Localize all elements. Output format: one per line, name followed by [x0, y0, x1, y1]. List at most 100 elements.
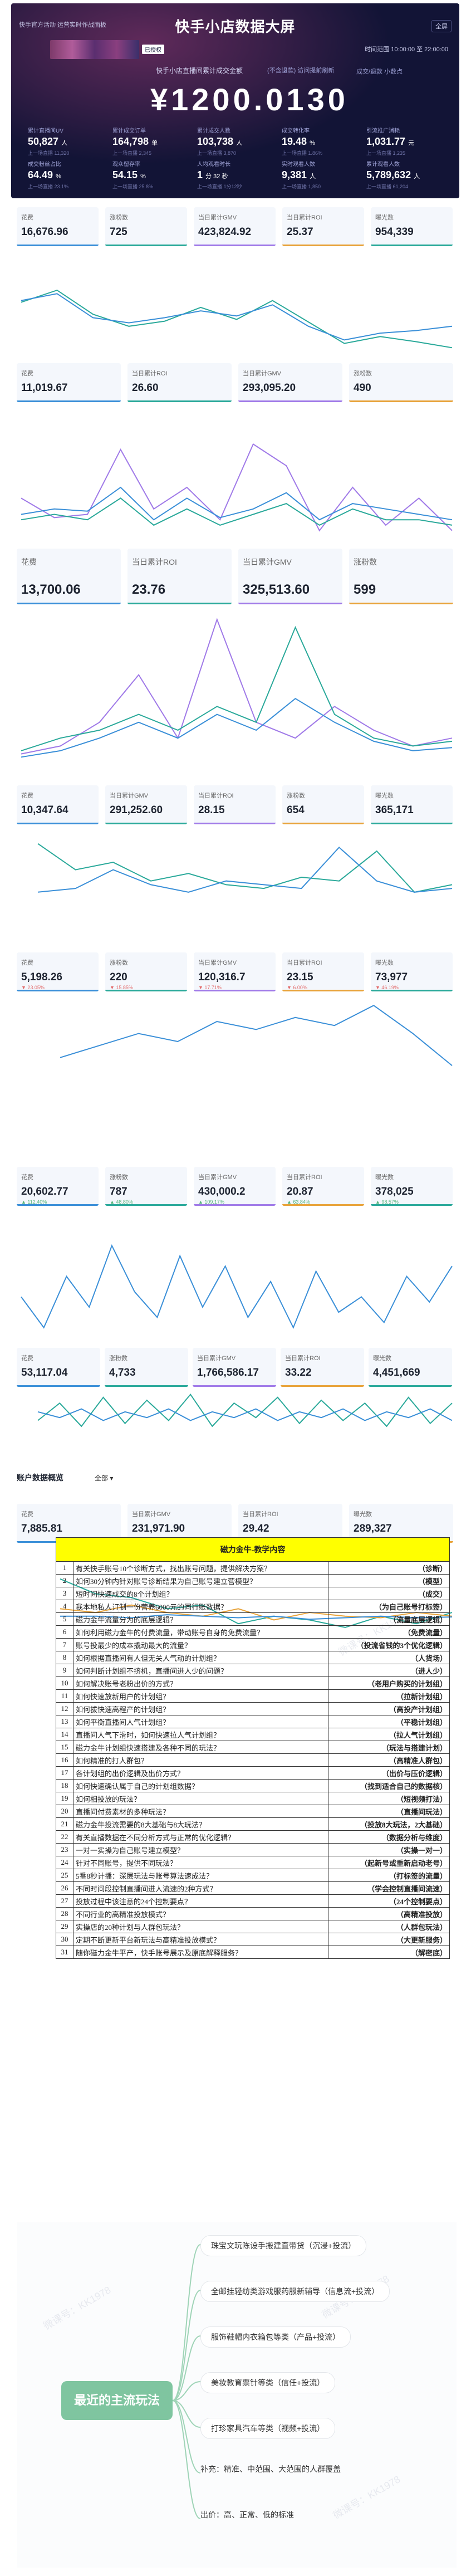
metric-card-value: 954,339 [375, 226, 414, 238]
metric-card[interactable]: 花费 5,198.26 ▼ 23.05% [17, 952, 99, 991]
table-row: 1 有关快手账号10个诊断方式，找出账号问题，提供解决方案？ （诊断） [56, 1561, 450, 1575]
metric-card[interactable]: 当日累计GMV 1,766,586.17 [193, 1348, 276, 1387]
metric-card[interactable]: 当日累计ROI 23.76 [127, 549, 232, 604]
metric-card[interactable]: 曝光数 954,339 [371, 207, 453, 246]
metric-card[interactable]: 花费 53,117.04 [17, 1348, 100, 1387]
hero-metric-label: 累计成交人数 [197, 128, 230, 134]
metric-card[interactable]: 当日累计ROI 28.15 [194, 785, 276, 824]
metric-card[interactable]: 当日累计GMV 231,971.90 [127, 1504, 232, 1543]
metric-card[interactable]: 花费 7,885.81 [17, 1504, 121, 1543]
metric-card[interactable]: 涨粉数 787 ▲ 48.80% [105, 1167, 187, 1206]
mindmap-link [172, 2335, 201, 2401]
metric-card-label: 花费 [21, 960, 33, 966]
row-question: 短时间快速成交的8个计划组？ [73, 1587, 328, 1600]
row-topic: （解密底） [327, 1946, 450, 1959]
row-question: 如何根据直播间有人但无关人气动的计划组？ [73, 1651, 328, 1664]
metric-card[interactable]: 花费 10,347.64 [17, 785, 99, 824]
metric-card-accent [349, 603, 453, 604]
table-row: 26 不同时间段控制直播间进人流速的2种方式？ （学会控制直播间流速） [56, 1881, 450, 1895]
metric-card[interactable]: 涨粉数 4,733 [105, 1348, 188, 1387]
metric-card-change: ▼ 23.05% [21, 985, 45, 990]
table-row: 8 如何根据直播间有人但无关人气动的计划组？ （人货场） [56, 1651, 450, 1664]
table-row: 12 如何拔快速高程产的计划组？ （高投产计划组） [56, 1702, 450, 1715]
hero-metric-compare: 上一场直播 61,204 [366, 184, 409, 189]
metric-card-value: 654 [287, 804, 305, 816]
metric-card-accent [282, 823, 364, 824]
metric-card-change: ▼ 15.85% [110, 985, 133, 990]
metric-card-accent [17, 823, 99, 824]
metric-card[interactable]: 曝光数 378,025 ▲ 98.57% [371, 1167, 453, 1206]
metric-card[interactable]: 当日累计GMV 120,316.7 ▼ 17.71% [194, 952, 276, 991]
row-number: 9 [56, 1664, 73, 1677]
row-number: 8 [56, 1651, 73, 1664]
line-chart-2 [21, 443, 453, 532]
table-row: 29 实操店的20种计划与人群包玩法？ （人群包玩法） [56, 1920, 450, 1933]
metric-card[interactable]: 当日累计GMV 293,095.20 [238, 363, 342, 402]
metric-card[interactable]: 涨粉数 220 ▼ 15.85% [105, 952, 187, 991]
metric-card[interactable]: 当日累计ROI 20.87 ▲ 63.84% [282, 1167, 364, 1206]
time-range[interactable]: 时间范围 10:00:00 至 22:00:00 [365, 46, 448, 53]
metric-card-label: 涨粉数 [110, 214, 128, 221]
table-row: 22 有关直播数据在不同分析方式与正常的优化逻辑？ （数据分析与维度） [56, 1830, 450, 1844]
chart-series-line [21, 443, 453, 532]
table-row: 13 如何平衡直播间人气计划组？ （平稳计划组） [56, 1715, 450, 1728]
line-chart-5 [60, 1005, 453, 1066]
metric-card-label: 曝光数 [375, 214, 394, 221]
row-number: 26 [56, 1881, 73, 1895]
overview-select[interactable]: 全部 ▾ [95, 1473, 113, 1483]
metric-card-value: 291,252.60 [110, 804, 163, 816]
metric-card-value: 10,347.64 [21, 804, 68, 816]
metric-card[interactable]: 当日累计ROI 26.60 [127, 363, 232, 402]
metric-card[interactable]: 花费 11,019.67 [17, 363, 121, 402]
row-topic: （人货场） [327, 1651, 450, 1664]
metric-card-accent [349, 400, 453, 402]
metric-card[interactable]: 涨粉数 599 [349, 549, 453, 604]
row-number: 31 [56, 1946, 73, 1959]
metric-card[interactable]: 曝光数 73,977 ▼ 46.19% [371, 952, 453, 991]
metric-card[interactable]: 当日累计GMV 423,824.92 [194, 207, 276, 246]
chevron-down-icon: ▾ [110, 1474, 114, 1482]
metric-card-accent [105, 823, 187, 824]
mindmap-link [172, 2244, 201, 2401]
row-topic: （找到适合自己的数据核） [327, 1779, 450, 1792]
metric-card[interactable]: 涨粉数 654 [282, 785, 364, 824]
hero-metric-compare: 上一场直播 1,850 [282, 184, 321, 189]
metric-card-accent [371, 245, 453, 246]
row-question: 如何精准的打人群包？ [73, 1753, 328, 1767]
fullscreen-button[interactable]: 全屏 [431, 20, 452, 32]
metric-card[interactable]: 花费 20,602.77 ▲ 112.40% [17, 1167, 99, 1206]
row-topic: （拉新计划组） [327, 1689, 450, 1703]
hero-metric-value: 1,031.77 元 [366, 136, 415, 147]
metric-card-label: 曝光数 [354, 1511, 372, 1518]
metric-card[interactable]: 当日累计ROI 23.15 ▼ 6.00% [282, 952, 364, 991]
hero-metric: 实时观看人数 9,381 人上一场直播 1,850 [282, 159, 354, 190]
metric-card[interactable]: 曝光数 4,451,669 [369, 1348, 452, 1387]
table-row: 4 我本地私人订制一份营养6000元的同行账数据？ （为自己账号打标签） [56, 1600, 450, 1613]
metric-card[interactable]: 涨粉数 490 [349, 363, 453, 402]
hero-metric-label: 观众留存率 [112, 162, 140, 168]
metric-card-accent [17, 990, 99, 991]
gmv-toggle[interactable]: 成交/退款 小数点 [356, 69, 403, 75]
metric-card[interactable]: 花费 16,676.96 [17, 207, 99, 246]
mindmap-branch: 服饰鞋帽内衣箱包等类（产品+投流） [200, 2326, 351, 2348]
line-chart-4 [37, 843, 453, 893]
metric-card-label: 涨粉数 [354, 558, 377, 566]
metric-card-label: 当日累计GMV [198, 214, 237, 221]
mindmap-links [172, 2244, 201, 2519]
metric-card[interactable]: 当日累计GMV 430,000.2 ▲ 109.17% [194, 1167, 276, 1206]
page-title: 快手小店数据大屏 [175, 18, 296, 35]
metric-card[interactable]: 当日累计ROI 25.37 [282, 207, 364, 246]
row-topic: （大更新服务） [327, 1933, 450, 1946]
metric-card[interactable]: 当日累计GMV 291,252.60 [105, 785, 187, 824]
metric-card[interactable]: 曝光数 365,171 [371, 785, 453, 824]
metric-card[interactable]: 花费 13,700.06 [17, 549, 121, 604]
metric-card-accent [238, 603, 342, 604]
metric-card[interactable]: 当日累计ROI 33.22 [281, 1348, 364, 1387]
metric-card[interactable]: 当日累计GMV 325,513.60 [238, 549, 342, 604]
mindmap-branch: 补充：精准、中范围、大范围的人群覆盖 [200, 2465, 341, 2474]
row-number: 6 [56, 1625, 73, 1639]
table-row: 19 如何相投放的玩法？ （短视频打法） [56, 1792, 450, 1805]
metric-card[interactable]: 涨粉数 725 [105, 207, 187, 246]
row-number: 15 [56, 1741, 73, 1754]
metric-card-accent [194, 245, 276, 246]
